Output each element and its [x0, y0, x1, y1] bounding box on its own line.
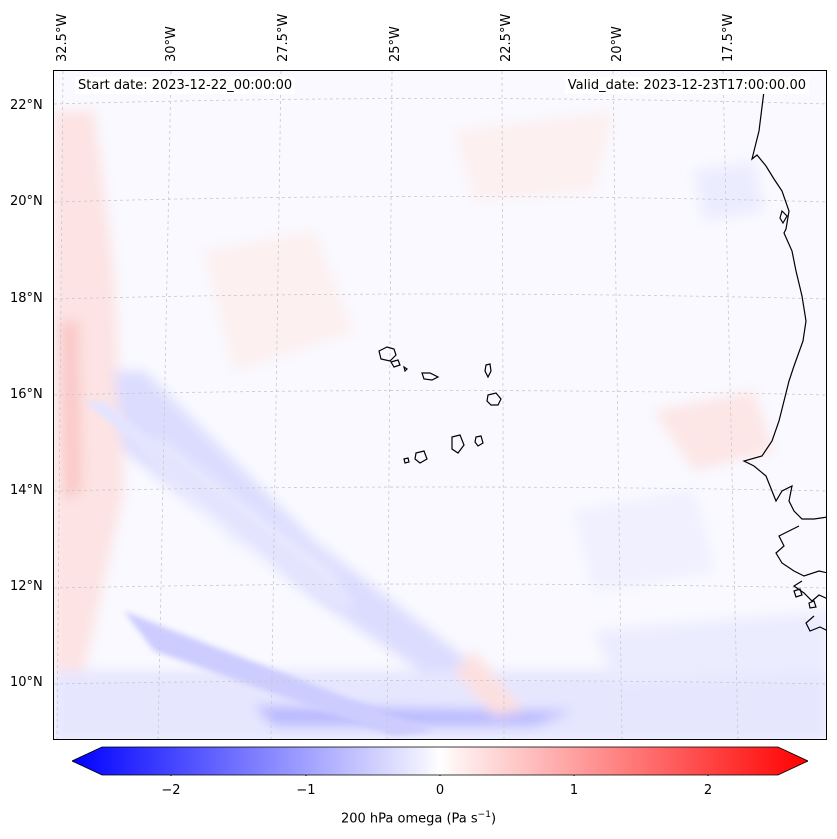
lon-label-25w: 25°W	[388, 26, 403, 62]
colorbar-title-suffix: )	[490, 811, 497, 827]
lon-label-30w: 30°W	[164, 26, 179, 62]
lon-label-27-5w: 27.5°W	[276, 13, 291, 62]
lat-label-14n: 14°N	[10, 483, 43, 498]
omega-field-map	[54, 71, 826, 739]
lat-label-10n: 10°N	[10, 675, 43, 690]
lat-label-18n: 18°N	[10, 291, 43, 306]
colorbar-title-prefix: 200 hPa omega (Pa s	[340, 811, 478, 827]
cb-tick-label-1: 1	[569, 783, 579, 798]
lat-label-20n: 20°N	[10, 194, 43, 209]
cb-tick-label-2: 2	[703, 783, 713, 798]
cb-tick-label-neg2: −2	[161, 783, 181, 798]
lon-label-32-5w: 32.5°W	[55, 13, 70, 62]
colorbar-ticks	[170, 775, 709, 776]
lon-label-22-5w: 22.5°W	[499, 13, 514, 62]
lat-label-12n: 12°N	[10, 579, 43, 594]
cape-verde-islands	[378, 346, 502, 464]
colorbar-body	[72, 746, 808, 776]
start-date-label: Start date: 2023-12-22_00:00:00	[75, 77, 296, 94]
colorbar-title-exponent: −1	[477, 810, 491, 820]
lat-label-22n: 22°N	[10, 98, 43, 113]
valid-date-label: Valid_date: 2023-12-23T17:00:00.00	[564, 77, 809, 94]
lon-label-17-5w: 17.5°W	[721, 13, 736, 62]
cb-tick-label-neg1: −1	[296, 783, 316, 798]
lat-label-16n: 16°N	[10, 387, 43, 402]
omega-field-shading	[54, 111, 826, 739]
colorbar	[72, 746, 808, 776]
lon-label-20w: 20°W	[610, 26, 625, 62]
gridlines	[54, 71, 826, 739]
coastline-west-africa	[742, 90, 826, 520]
cb-tick-label-0: 0	[435, 783, 445, 798]
map-panel[interactable]	[53, 70, 827, 740]
colorbar-title: 200 hPa omega (Pa s−1)	[0, 810, 837, 826]
